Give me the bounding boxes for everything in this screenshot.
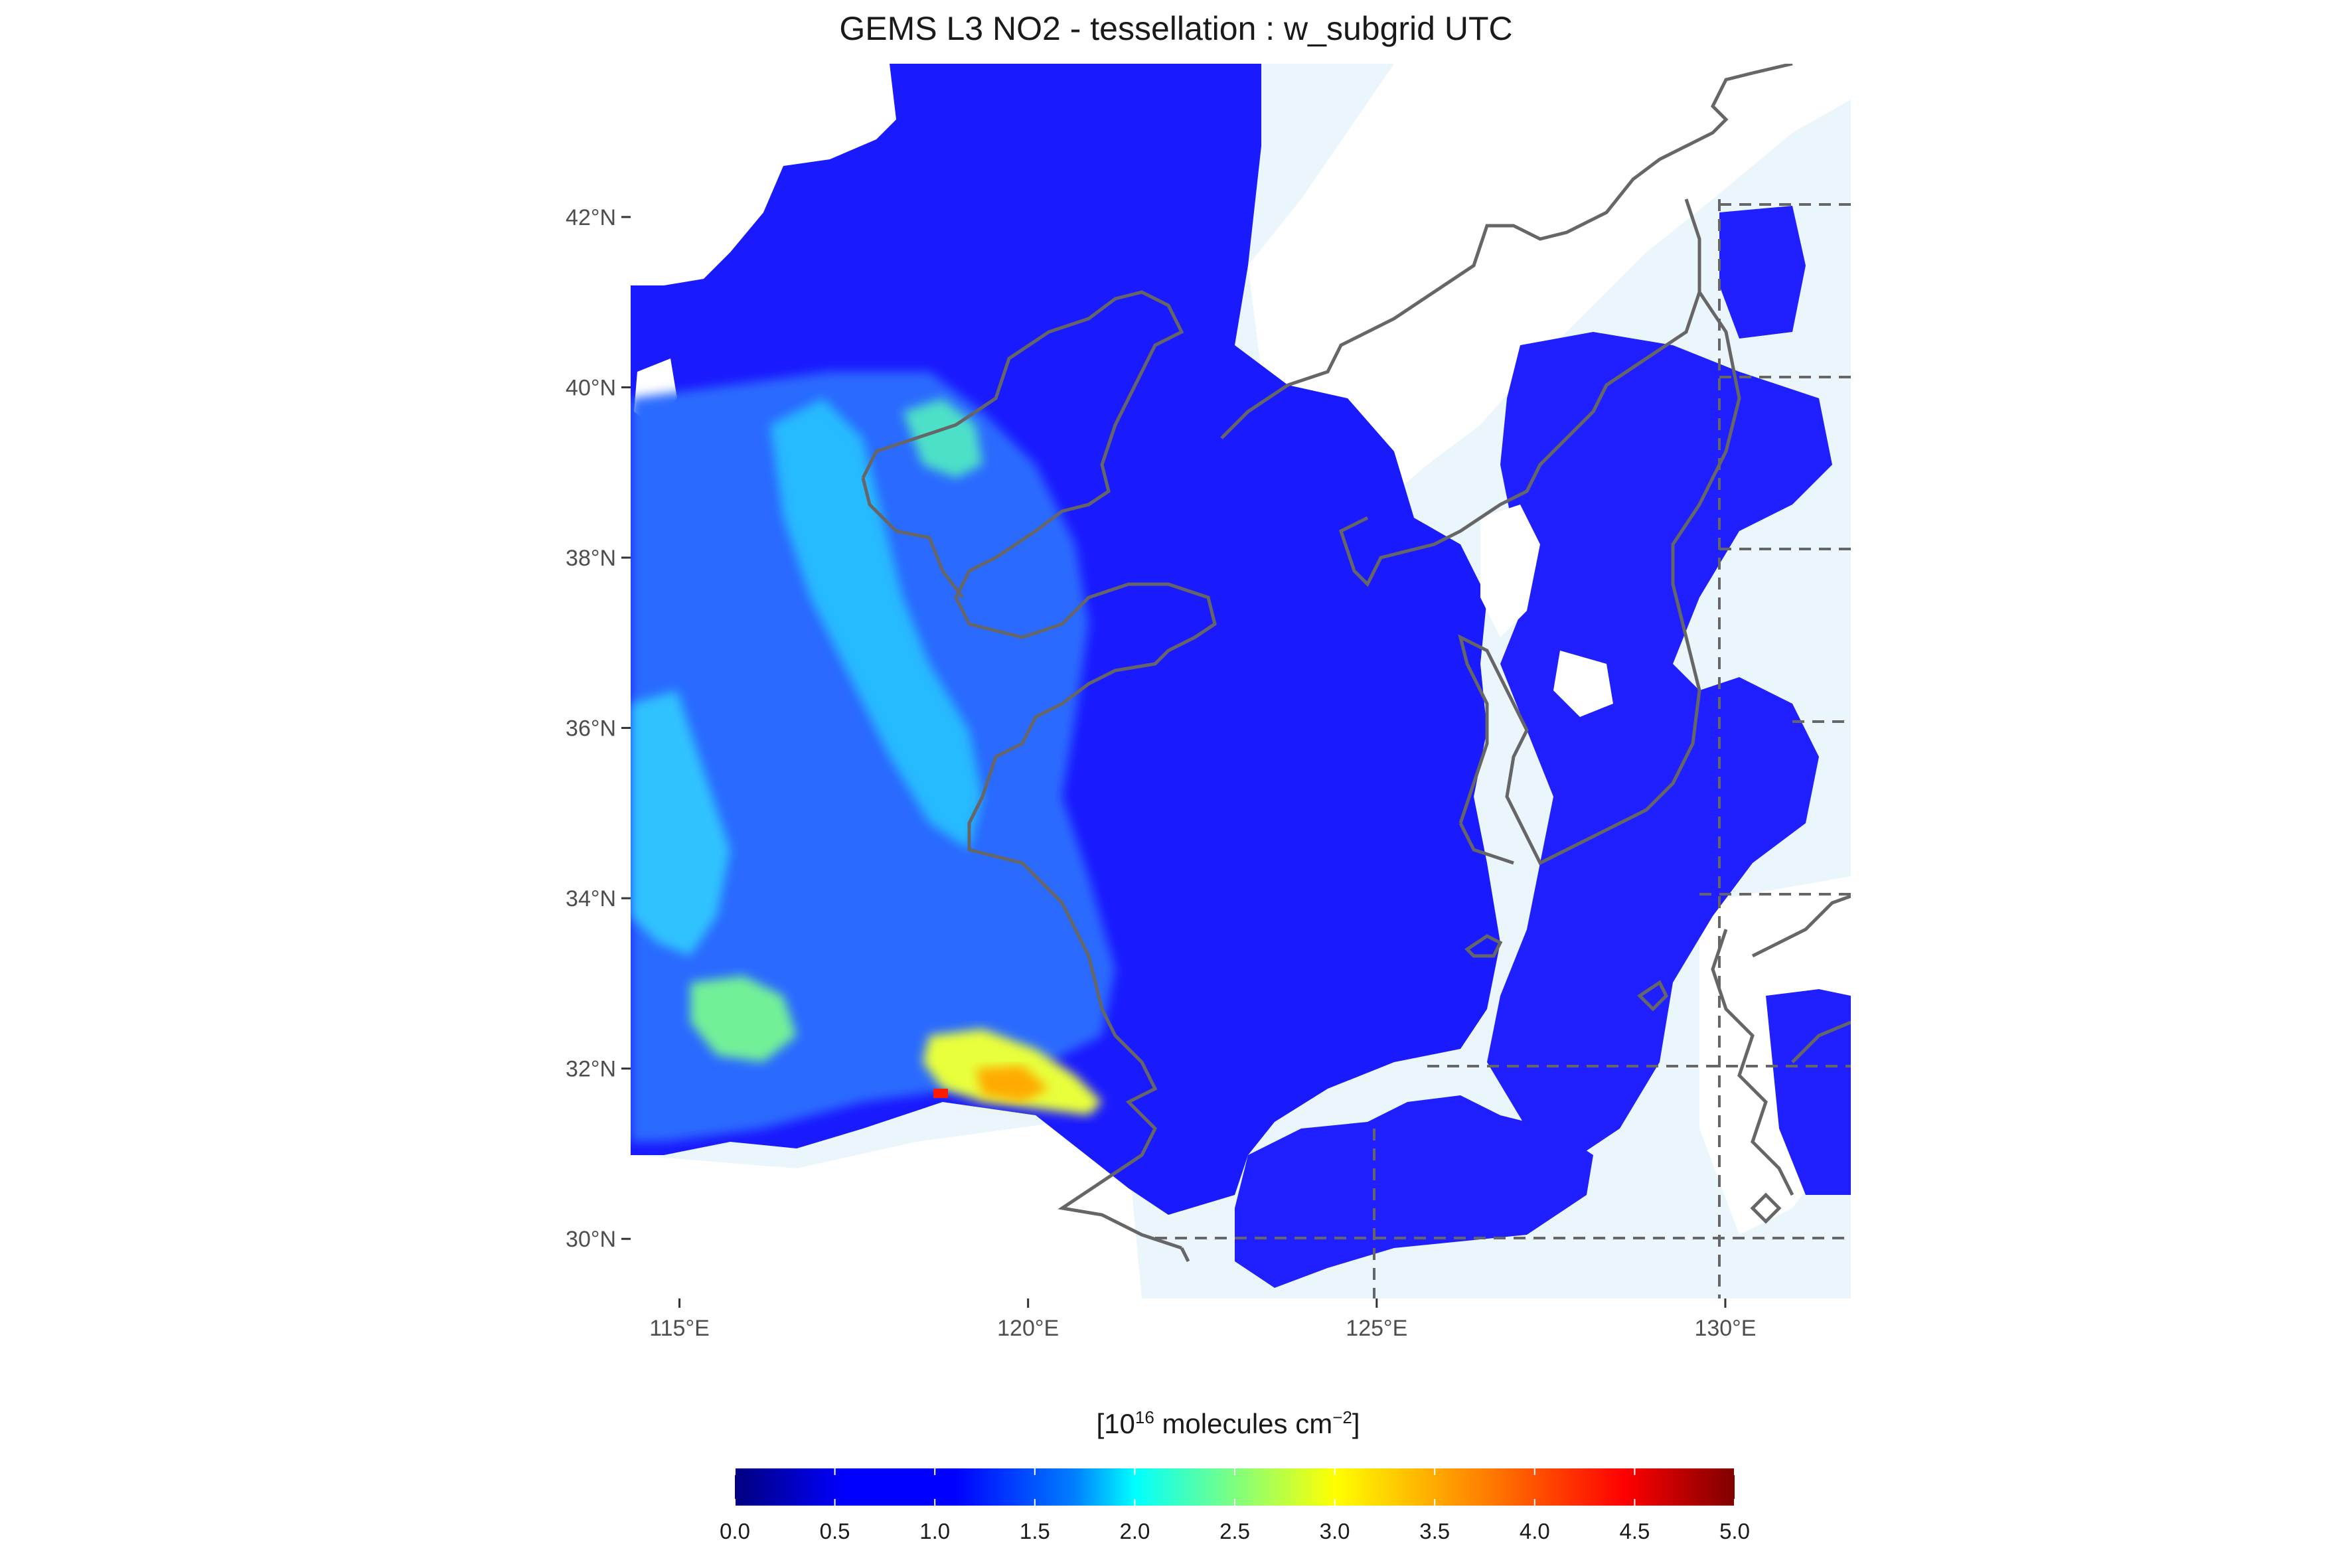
colorbar-tick-label: 4.0 [1520,1519,1550,1543]
colorbar-ticks: 0.0 0.5 1.0 1.5 2.0 2.5 3.0 3.5 4.0 4.5 5.0 [720,1468,1750,1543]
no2-field-cyan-west [631,690,730,956]
colorbar-tick-label: 4.5 [1619,1519,1650,1543]
lat-tick-label: 30°N [566,1227,616,1252]
lat-tick-label: 38°N [566,546,616,571]
lon-tick-label: 120°E [997,1316,1059,1341]
colorbar-tick-label: 0.0 [720,1519,750,1543]
lon-tick-label: 125°E [1346,1316,1407,1341]
no2-field-cyan-streaks [770,398,982,850]
no2-field-east-china-sea [1235,1095,1593,1288]
map-title: GEMS L3 NO2 - tessellation : w_subgrid U… [839,10,1513,47]
colorbar-tick-label: 3.0 [1320,1519,1350,1543]
no2-field-orange-hotspot [976,1065,1049,1102]
no-data-region-south [631,1122,1142,1298]
no2-field-korea [1487,332,1832,1155]
no-data-gap-north [631,64,896,285]
no2-field-yellow-sea-gap [1480,505,1613,717]
colorbar-tick-label: 0.5 [820,1519,850,1543]
colorbar-tick-label: 1.0 [919,1519,950,1543]
lat-tick-label: 34°N [566,886,616,911]
coastlines [861,64,1851,1263]
no2-field-green-beijing [903,398,982,478]
no2-field-korea-north-cell [1719,206,1806,339]
lon-tick-label: 130°E [1694,1316,1756,1341]
no2-field-red-hotspot [933,1089,948,1098]
no2-field-korea-southeast [1766,989,1851,1195]
colorbar-tick-label: 1.5 [1020,1519,1050,1543]
no2-field-green-south [690,976,797,1062]
lon-axis: 115°E 120°E 125°E 130°E [649,1298,1756,1341]
colorbar-tick-label: 2.5 [1219,1519,1250,1543]
no-data-region-northeast [1248,64,1851,531]
graticule-lines [1155,199,1851,1298]
no2-field-elevated [631,372,1115,1142]
lat-axis: 30°N 32°N 34°N 36°N 38°N 40°N 42°N [566,205,631,1252]
colorbar-tick-label: 2.0 [1119,1519,1150,1543]
lon-tick-label: 115°E [649,1316,709,1341]
lat-tick-label: 42°N [566,205,616,230]
no-data-gap-north-2 [634,76,810,425]
colorbar-tick-label: 5.0 [1719,1519,1750,1543]
lat-tick-label: 36°N [566,716,616,742]
colorbar-title: [1016 molecules cm−2] [1096,1407,1360,1439]
colorbar-tick-label: 3.5 [1419,1519,1450,1543]
lat-tick-label: 32°N [566,1057,616,1082]
lat-tick-label: 40°N [566,375,616,400]
